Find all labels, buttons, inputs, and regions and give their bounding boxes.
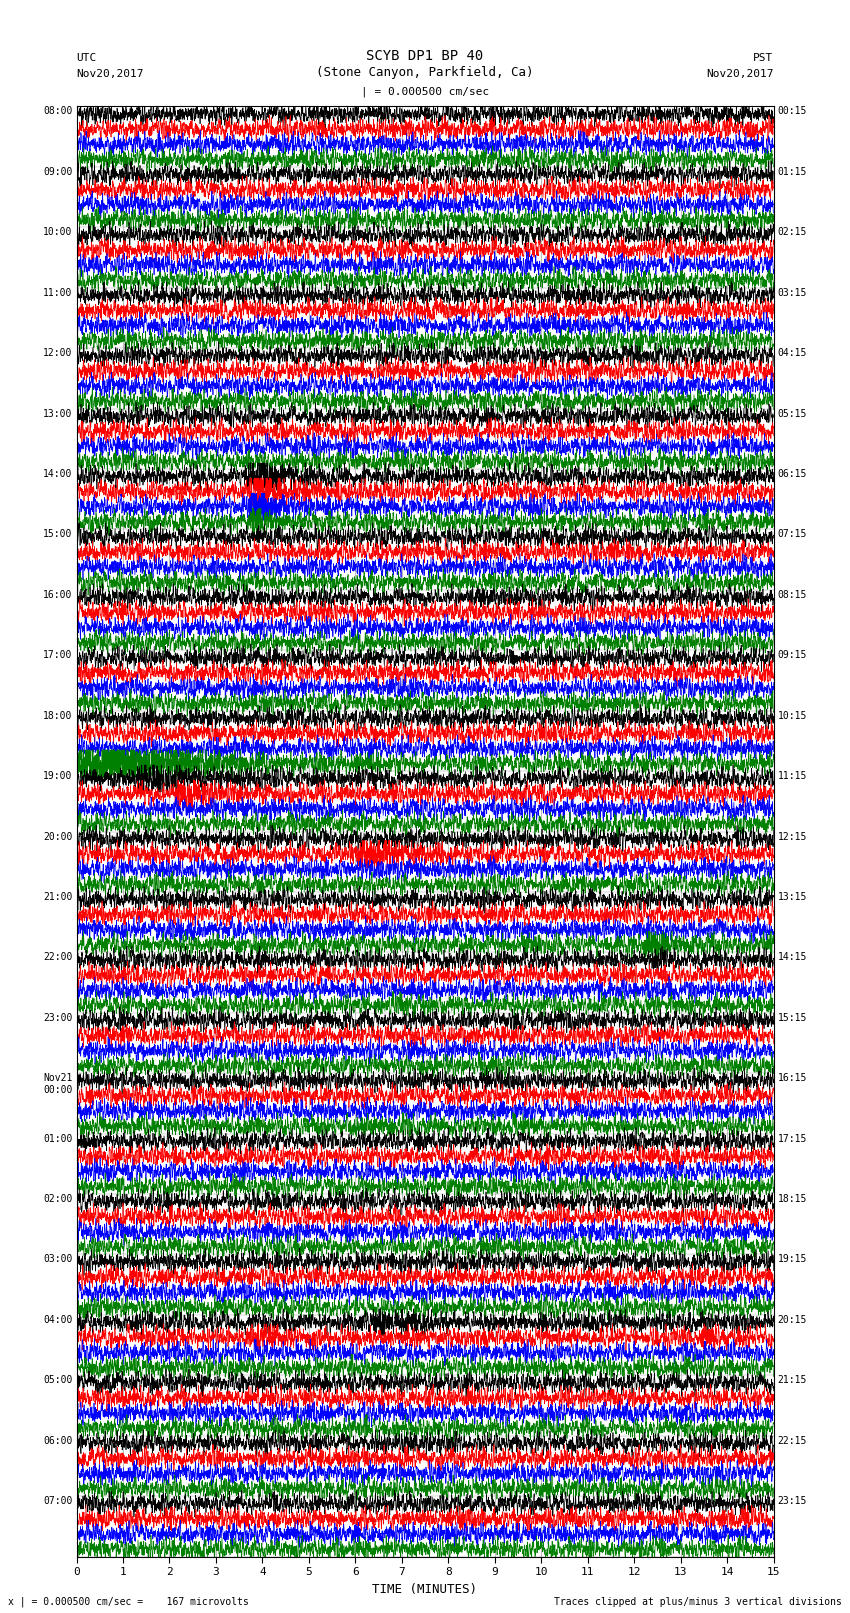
Text: | = 0.000500 cm/sec: | = 0.000500 cm/sec	[361, 85, 489, 97]
Text: 22:00: 22:00	[42, 952, 72, 963]
Text: 07:00: 07:00	[42, 1497, 72, 1507]
Text: 11:15: 11:15	[778, 771, 807, 781]
Text: 10:00: 10:00	[42, 227, 72, 237]
Text: 18:00: 18:00	[42, 711, 72, 721]
Text: 14:15: 14:15	[778, 952, 807, 963]
Text: 20:00: 20:00	[42, 832, 72, 842]
Text: 23:15: 23:15	[778, 1497, 807, 1507]
Text: 18:15: 18:15	[778, 1194, 807, 1203]
Text: 06:00: 06:00	[42, 1436, 72, 1445]
Text: 15:00: 15:00	[42, 529, 72, 539]
Text: 08:15: 08:15	[778, 590, 807, 600]
Text: Nov20,2017: Nov20,2017	[706, 69, 774, 79]
Text: 13:15: 13:15	[778, 892, 807, 902]
Text: 17:00: 17:00	[42, 650, 72, 660]
Text: 19:00: 19:00	[42, 771, 72, 781]
Text: 20:15: 20:15	[778, 1315, 807, 1324]
Text: 14:00: 14:00	[42, 469, 72, 479]
Text: PST: PST	[753, 53, 774, 63]
Text: 16:00: 16:00	[42, 590, 72, 600]
Text: 08:00: 08:00	[42, 106, 72, 116]
Text: 21:15: 21:15	[778, 1376, 807, 1386]
Text: 15:15: 15:15	[778, 1013, 807, 1023]
Text: 04:00: 04:00	[42, 1315, 72, 1324]
Text: 09:00: 09:00	[42, 166, 72, 177]
Text: 22:15: 22:15	[778, 1436, 807, 1445]
Text: 11:00: 11:00	[42, 287, 72, 298]
Text: UTC: UTC	[76, 53, 97, 63]
Text: 17:15: 17:15	[778, 1134, 807, 1144]
Text: 01:15: 01:15	[778, 166, 807, 177]
Text: 00:15: 00:15	[778, 106, 807, 116]
Text: SCYB DP1 BP 40: SCYB DP1 BP 40	[366, 48, 484, 63]
Text: 07:15: 07:15	[778, 529, 807, 539]
Text: 06:15: 06:15	[778, 469, 807, 479]
Text: 16:15: 16:15	[778, 1073, 807, 1084]
Text: x | = 0.000500 cm/sec =    167 microvolts: x | = 0.000500 cm/sec = 167 microvolts	[8, 1595, 249, 1607]
Text: 02:00: 02:00	[42, 1194, 72, 1203]
X-axis label: TIME (MINUTES): TIME (MINUTES)	[372, 1582, 478, 1595]
Text: 03:00: 03:00	[42, 1255, 72, 1265]
Text: 03:15: 03:15	[778, 287, 807, 298]
Text: 05:00: 05:00	[42, 1376, 72, 1386]
Text: 12:15: 12:15	[778, 832, 807, 842]
Text: 02:15: 02:15	[778, 227, 807, 237]
Text: 09:15: 09:15	[778, 650, 807, 660]
Text: 13:00: 13:00	[42, 408, 72, 418]
Text: 19:15: 19:15	[778, 1255, 807, 1265]
Text: Traces clipped at plus/minus 3 vertical divisions: Traces clipped at plus/minus 3 vertical …	[553, 1597, 842, 1607]
Text: Nov21
00:00: Nov21 00:00	[42, 1073, 72, 1095]
Text: 12:00: 12:00	[42, 348, 72, 358]
Text: Nov20,2017: Nov20,2017	[76, 69, 144, 79]
Text: (Stone Canyon, Parkfield, Ca): (Stone Canyon, Parkfield, Ca)	[316, 66, 534, 79]
Text: 04:15: 04:15	[778, 348, 807, 358]
Text: 05:15: 05:15	[778, 408, 807, 418]
Text: 01:00: 01:00	[42, 1134, 72, 1144]
Text: 21:00: 21:00	[42, 892, 72, 902]
Text: 10:15: 10:15	[778, 711, 807, 721]
Text: 23:00: 23:00	[42, 1013, 72, 1023]
